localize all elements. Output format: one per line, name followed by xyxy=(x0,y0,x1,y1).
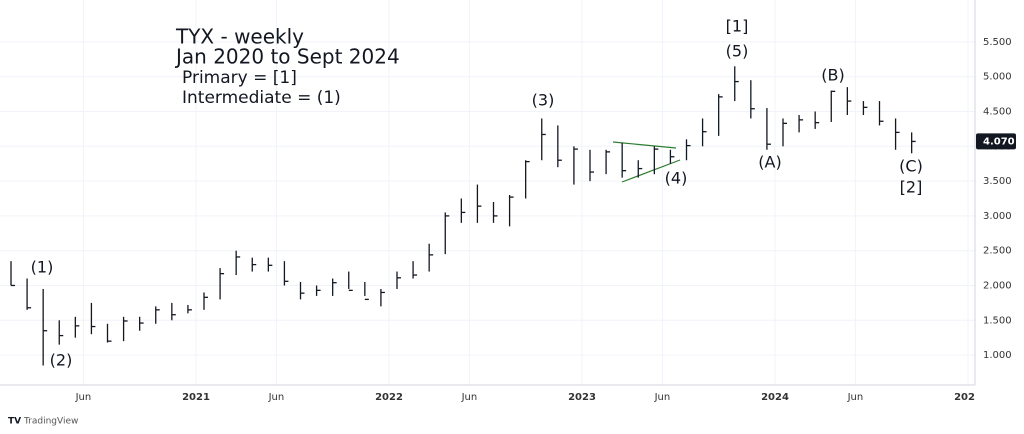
title: Jan 2020 to Sept 2024 xyxy=(174,45,400,69)
x-tick-label: 2022 xyxy=(375,392,403,403)
y-tick-label: 4.500 xyxy=(983,107,1012,118)
wave-label: (2) xyxy=(50,351,73,370)
wave-label: [1] xyxy=(726,17,749,36)
subtitle: Intermediate = (1) xyxy=(182,88,341,108)
wave-label: [2] xyxy=(900,178,923,197)
x-tick-label: 2021 xyxy=(182,392,210,403)
subtitle: Primary = [1] xyxy=(182,68,297,88)
y-tick-label: 1.500 xyxy=(983,315,1012,326)
y-tick-label: 2.500 xyxy=(983,246,1012,257)
x-tick-label: Jun xyxy=(268,392,285,403)
title: TYX - weekly xyxy=(175,25,304,49)
wave-label: (3) xyxy=(532,91,555,110)
wave-label: (A) xyxy=(758,153,781,172)
y-tick-label: 5.000 xyxy=(983,72,1012,83)
y-tick-label: 2.000 xyxy=(983,280,1012,291)
grid xyxy=(0,0,975,385)
x-tick-label: Jun xyxy=(847,392,864,403)
x-tick-label: Jun xyxy=(75,392,92,403)
y-tick-label: 3.000 xyxy=(983,211,1012,222)
x-tick-label: 2025 xyxy=(954,392,982,403)
wave-label: (4) xyxy=(665,169,688,188)
last-price-label: 4.070 xyxy=(983,136,1015,147)
x-tick-label: Jun xyxy=(461,392,478,403)
triangle-upper xyxy=(612,141,677,149)
last-price-box xyxy=(976,133,1016,150)
time-axis: Jun 2021 Jun 2022 Jun 2023 Jun 2024 Jun 2025 xyxy=(75,392,982,403)
source: TradingView xyxy=(23,417,78,427)
y-tick-label: 1.000 xyxy=(983,350,1012,361)
wave-label: (5) xyxy=(726,42,749,61)
x-tick-label: 2024 xyxy=(761,392,789,403)
logo: TV xyxy=(8,417,21,427)
wave-label: (C) xyxy=(899,157,923,176)
x-tick-label: 2023 xyxy=(568,392,596,403)
bars xyxy=(10,66,916,366)
wave-label: (B) xyxy=(821,66,844,85)
y-tick-label: 5.500 xyxy=(983,37,1012,48)
x-tick-label: Jun xyxy=(654,392,671,403)
wave-label: (1) xyxy=(31,258,54,277)
y-tick-label: 3.500 xyxy=(983,176,1012,187)
